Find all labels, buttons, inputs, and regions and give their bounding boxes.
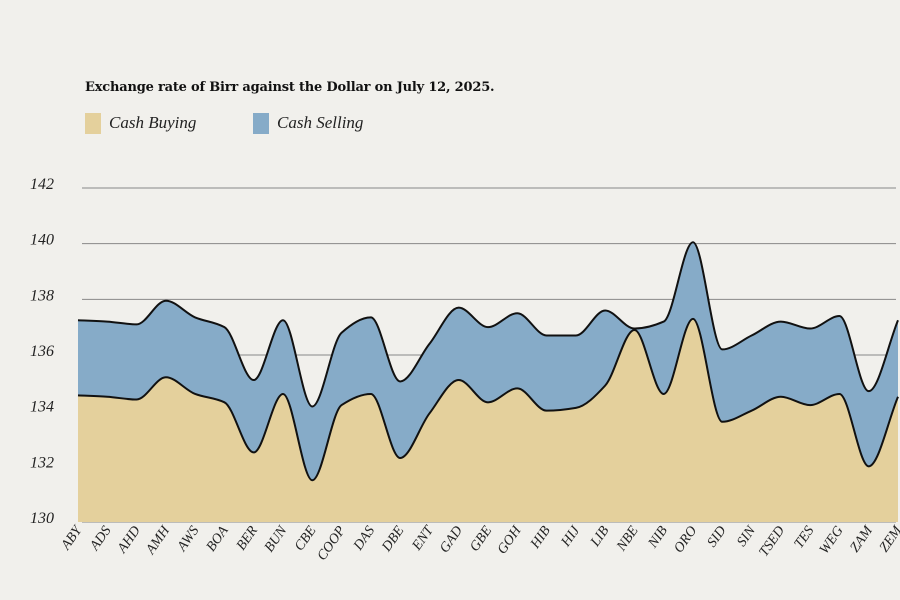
- line-cash-buying: [77, 317, 899, 482]
- x-tick-label: ZAM: [848, 523, 877, 556]
- x-tick-label: GAD: [437, 524, 466, 556]
- x-tick-label: TSED: [757, 524, 788, 560]
- legend-swatch-cash-buying: [85, 112, 101, 134]
- x-tick-label: AWS: [174, 524, 202, 555]
- x-tick-label: DAS: [351, 524, 379, 554]
- legend-label-cash-selling: Cash Selling: [277, 113, 364, 132]
- x-tick-label: NIB: [645, 523, 671, 551]
- x-tick-label: BOA: [204, 523, 232, 554]
- x-tick-label: GBE: [467, 523, 495, 554]
- x-tick-label: ENT: [409, 523, 437, 554]
- x-tick-label: CBE: [292, 523, 320, 554]
- y-tick-label: 132: [30, 454, 54, 471]
- x-tick-label: WEG: [817, 524, 847, 557]
- y-tick-label: 136: [30, 343, 54, 360]
- x-tick-label: COOP: [315, 523, 349, 563]
- area-layer: [77, 241, 899, 522]
- y-tick-label: 142: [30, 176, 54, 193]
- line-cash-selling: [77, 241, 899, 408]
- x-tick-label: NBE: [614, 523, 642, 554]
- x-tick-label: HIB: [528, 523, 554, 552]
- x-tick-label: AHD: [114, 524, 143, 557]
- y-tick-label: 138: [30, 287, 54, 304]
- area-cash-buying: [78, 318, 898, 522]
- x-tick-label: GOH: [495, 523, 525, 557]
- legend-label-cash-buying: Cash Buying: [109, 113, 197, 132]
- x-tick-label: AMH: [143, 523, 174, 558]
- legend-item-cash-selling: Cash Selling: [253, 112, 363, 134]
- chart-title: Exchange rate of Birr against the Dollar…: [85, 80, 495, 95]
- y-tick-labels: 130 132 134 136 138 140 142: [30, 176, 54, 527]
- x-tick-label: LIB: [588, 523, 613, 550]
- legend-item-cash-buying: Cash Buying: [85, 112, 196, 134]
- x-tick-label: ADS: [87, 524, 115, 554]
- x-tick-label: DBE: [379, 523, 408, 555]
- x-tick-label: ORO: [671, 524, 700, 556]
- x-tick-label: TES: [792, 524, 818, 552]
- x-tick-label: ABY: [58, 522, 86, 554]
- x-tick-label: BUN: [262, 523, 291, 555]
- y-tick-label: 134: [30, 399, 54, 416]
- x-tick-label: BER: [234, 523, 261, 553]
- x-tick-label: SID: [705, 524, 730, 550]
- x-tick-label: SIN: [735, 523, 760, 549]
- y-tick-label: 140: [30, 232, 54, 249]
- y-tick-label: 130: [30, 510, 54, 527]
- legend-swatch-cash-selling: [253, 112, 269, 134]
- x-tick-label: HIJ: [558, 523, 583, 550]
- x-tick-label: ZEM: [877, 523, 900, 556]
